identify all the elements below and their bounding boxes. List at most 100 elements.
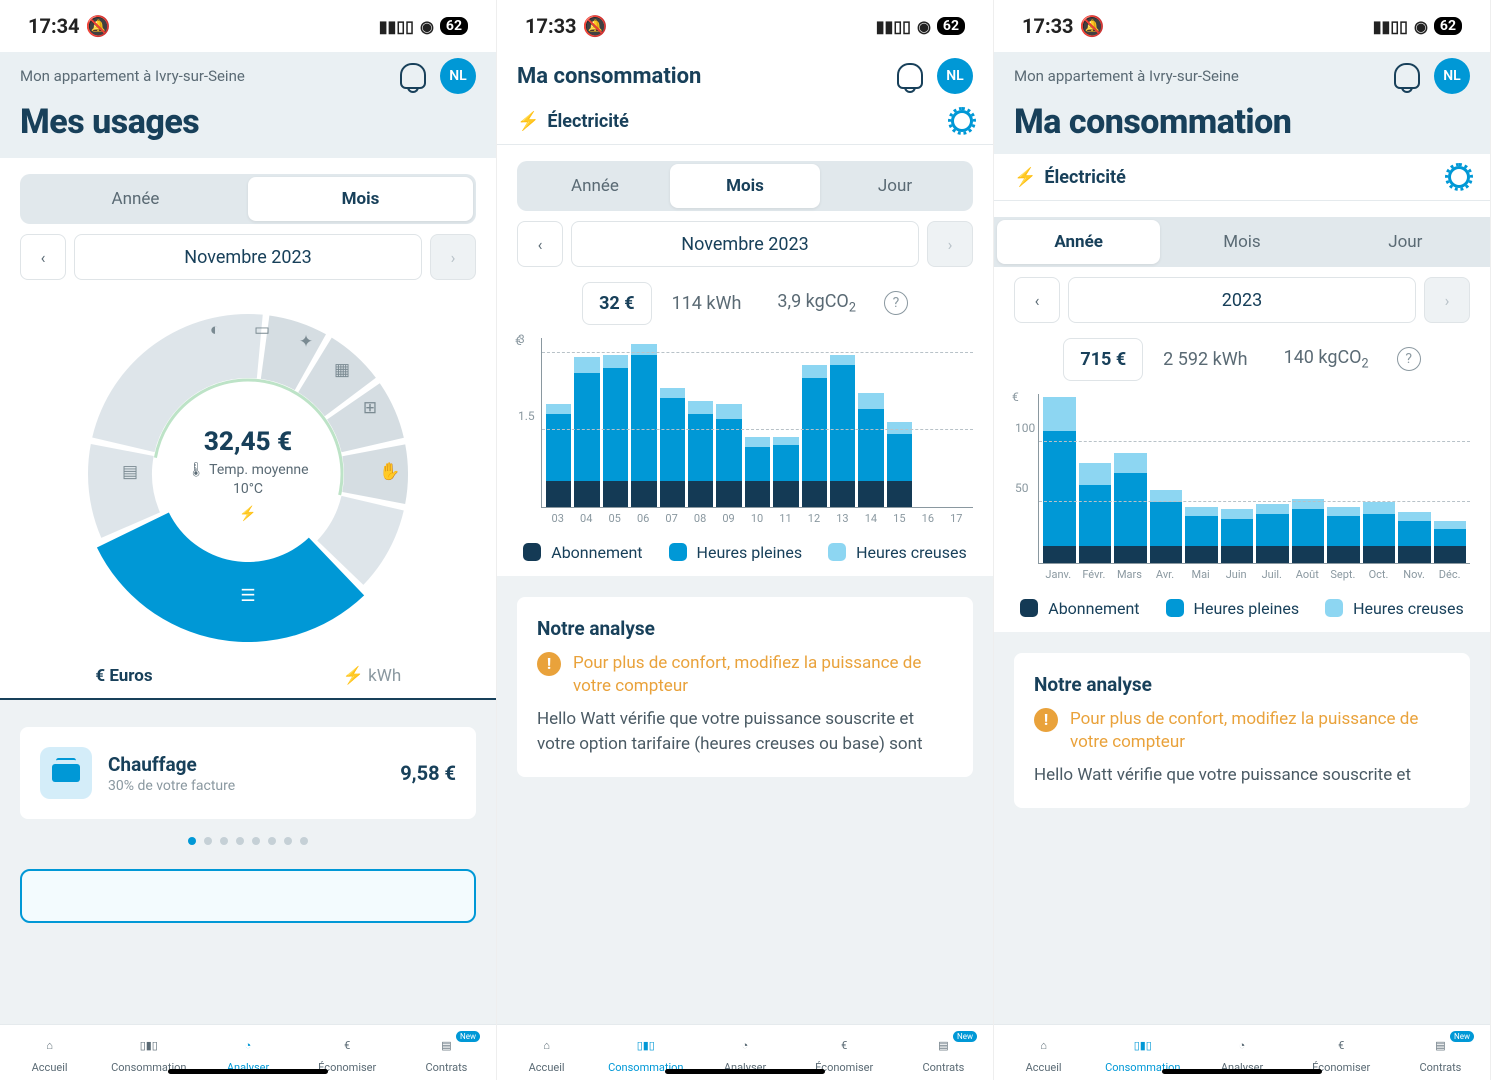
- chart-bar[interactable]: [1185, 507, 1218, 563]
- tab-jour[interactable]: Jour: [1324, 220, 1487, 264]
- kpi-row: 715 €2 592 kWh140 kgCO2?: [1014, 337, 1470, 382]
- prev-btn[interactable]: ‹: [517, 221, 563, 267]
- nav-contrats[interactable]: ▤ContratsNew: [397, 1033, 496, 1074]
- chart-bar[interactable]: [1434, 521, 1467, 562]
- chart-bar[interactable]: [745, 437, 770, 507]
- tab-mois[interactable]: Mois: [248, 177, 473, 221]
- nav-consommation[interactable]: ▯▮▯Consommation: [1093, 1033, 1192, 1074]
- nav-analyser[interactable]: ◔Analyser: [695, 1033, 794, 1074]
- stat-0[interactable]: 32 €: [582, 282, 651, 325]
- tab-année[interactable]: Année: [997, 220, 1160, 264]
- period-label[interactable]: 2023: [1068, 277, 1416, 323]
- chart-bar[interactable]: [1221, 509, 1254, 562]
- gear-icon[interactable]: [951, 110, 973, 132]
- avatar[interactable]: NL: [1434, 58, 1470, 94]
- next-btn[interactable]: ›: [1424, 277, 1470, 323]
- usage-value: 9,58 €: [400, 761, 456, 785]
- nav-économiser[interactable]: €Économiser: [795, 1033, 894, 1074]
- chart-bar[interactable]: [887, 422, 912, 507]
- chart-bar[interactable]: [546, 404, 571, 507]
- prev-btn[interactable]: ‹: [20, 234, 66, 280]
- chart-bar[interactable]: [1114, 453, 1147, 562]
- stat-1[interactable]: 2 592 kWh: [1147, 339, 1263, 380]
- help-icon[interactable]: ?: [1397, 347, 1421, 371]
- chart-bar[interactable]: [574, 357, 599, 506]
- tab-jour[interactable]: Jour: [820, 164, 970, 208]
- chart-bar[interactable]: [802, 365, 827, 507]
- analysis-title: Notre analyse: [537, 617, 953, 640]
- nav-analyser[interactable]: ◔Analyser: [198, 1033, 297, 1074]
- chart-bar[interactable]: [1043, 397, 1076, 562]
- cta-card[interactable]: [20, 869, 476, 923]
- analysis-warn: Pour plus de confort, modifiez la puissa…: [1070, 708, 1450, 754]
- battery: 62: [937, 17, 965, 35]
- gear-icon[interactable]: [1448, 166, 1470, 188]
- nav-accueil[interactable]: ⌂Accueil: [497, 1033, 596, 1074]
- nav-analyser[interactable]: ◔Analyser: [1192, 1033, 1291, 1074]
- analysis-card: Notre analyse !Pour plus de confort, mod…: [1014, 653, 1470, 809]
- chart-bar[interactable]: [1327, 507, 1360, 563]
- nav-contrats[interactable]: ▤ContratsNew: [894, 1033, 993, 1074]
- stat-2[interactable]: 140 kgCO2: [1268, 337, 1385, 382]
- analysis-card: Notre analyse !Pour plus de confort, mod…: [517, 597, 973, 777]
- bell-icon[interactable]: [1394, 63, 1420, 89]
- tab-kwh[interactable]: ⚡ kWh: [248, 654, 496, 698]
- tab-euros[interactable]: € Euros: [0, 654, 248, 698]
- mute-icon: 🔕: [583, 14, 608, 38]
- period-label[interactable]: Novembre 2023: [74, 234, 422, 280]
- chart-bar[interactable]: [1398, 512, 1431, 563]
- bell-icon[interactable]: [400, 63, 426, 89]
- wifi-icon: ◉: [420, 17, 434, 36]
- prev-btn[interactable]: ‹: [1014, 277, 1060, 323]
- tab-mois[interactable]: Mois: [1160, 220, 1323, 264]
- tab-mois[interactable]: Mois: [670, 164, 820, 208]
- clock: 17:33: [525, 14, 577, 38]
- page-dots: [0, 819, 496, 863]
- chart-bar[interactable]: [1363, 502, 1396, 563]
- avatar[interactable]: NL: [937, 58, 973, 94]
- chart-bar[interactable]: [858, 393, 883, 506]
- chart-bar[interactable]: [603, 355, 628, 507]
- screen-usages: 17:34 🔕 ▮▮▯▯ ◉ 62 Mon appartement à Ivry…: [0, 0, 497, 1080]
- next-btn[interactable]: ›: [927, 221, 973, 267]
- tab-année[interactable]: Année: [23, 177, 248, 221]
- unit-tabs: € Euros ⚡ kWh: [0, 654, 496, 700]
- stat-1[interactable]: 114 kWh: [656, 283, 758, 324]
- next-btn[interactable]: ›: [430, 234, 476, 280]
- stat-2[interactable]: 3,9 kgCO2: [761, 281, 871, 326]
- tab-année[interactable]: Année: [520, 164, 670, 208]
- chart-bar[interactable]: [631, 344, 656, 506]
- donut-slice-icon: ✦: [294, 330, 318, 354]
- avatar[interactable]: NL: [440, 58, 476, 94]
- nav-accueil[interactable]: ⌂Accueil: [994, 1033, 1093, 1074]
- battery: 62: [440, 17, 468, 35]
- chart-bar[interactable]: [1256, 504, 1289, 562]
- period-tabs: AnnéeMois: [20, 174, 476, 224]
- bolt-icon: ⚡: [239, 506, 256, 522]
- signal-icon: ▮▮▯▯: [876, 17, 911, 36]
- signal-icon: ▮▮▯▯: [379, 17, 414, 36]
- chart-bar[interactable]: [688, 401, 713, 507]
- nav-accueil[interactable]: ⌂Accueil: [0, 1033, 99, 1074]
- usage-card[interactable]: Chauffage 30% de votre facture 9,58 €: [20, 727, 476, 819]
- nav-économiser[interactable]: €Économiser: [1292, 1033, 1391, 1074]
- location-label: Mon appartement à Ivry-sur-Seine: [1014, 67, 1239, 85]
- nav-contrats[interactable]: ▤ContratsNew: [1391, 1033, 1490, 1074]
- nav-consommation[interactable]: ▯▮▯Consommation: [596, 1033, 695, 1074]
- chart-bar[interactable]: [830, 355, 855, 507]
- mute-icon: 🔕: [1080, 14, 1105, 38]
- analysis-title: Notre analyse: [1034, 673, 1450, 696]
- chart-bar[interactable]: [660, 388, 685, 506]
- page-title: Mes usages: [20, 94, 476, 142]
- chart-bar[interactable]: [773, 437, 798, 507]
- chart-bar[interactable]: [716, 404, 741, 507]
- nav-économiser[interactable]: €Économiser: [298, 1033, 397, 1074]
- nav-consommation[interactable]: ▯▮▯Consommation: [99, 1033, 198, 1074]
- help-icon[interactable]: ?: [884, 291, 908, 315]
- period-label[interactable]: Novembre 2023: [571, 221, 919, 267]
- bell-icon[interactable]: [897, 63, 923, 89]
- stat-0[interactable]: 715 €: [1063, 338, 1143, 381]
- chart-bar[interactable]: [1292, 499, 1325, 562]
- wifi-icon: ◉: [1414, 17, 1428, 36]
- chart-bar[interactable]: [1079, 463, 1112, 563]
